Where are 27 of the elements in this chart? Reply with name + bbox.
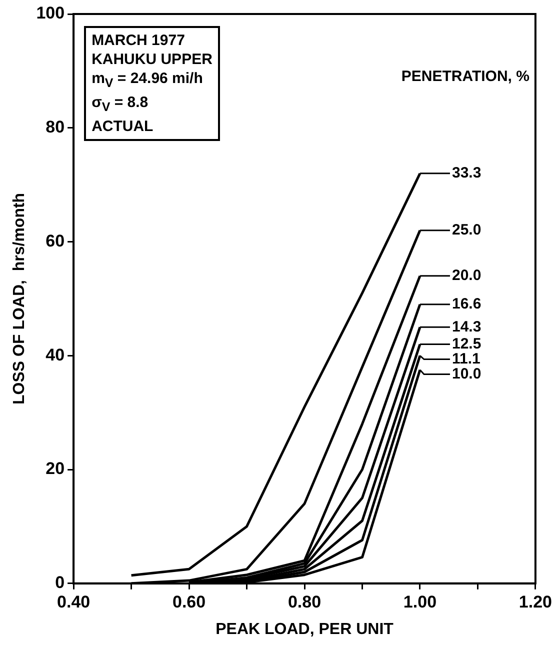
annotation: MARCH 1977 — [92, 31, 186, 50]
legend-label: 16.6 — [452, 296, 482, 313]
x-tick-label: 1.00 — [403, 592, 437, 612]
legend-label: 33.3 — [452, 164, 482, 182]
legend-label: 11.1 — [452, 350, 480, 368]
annotation: σ$_{V}$ = 8.8 — [92, 93, 150, 116]
y-tick-label: 80 — [46, 118, 65, 137]
x-tick-label: 0.60 — [172, 592, 206, 612]
legend-label: 10.0 — [452, 365, 482, 382]
y-tick-label: 0 — [55, 573, 65, 592]
y-axis-title: LOSS OF LOAD, hrs/month — [11, 192, 28, 404]
legend-label: 20.0 — [452, 267, 482, 284]
legend-title: PENETRATION, % — [401, 68, 530, 85]
x-axis-title: PEAK LOAD, PER UNIT — [216, 620, 394, 638]
annotation: ACTUAL — [92, 117, 154, 136]
x-tick-label: 1.20 — [518, 592, 552, 612]
legend-label: 12.5 — [452, 335, 482, 352]
annotation: m$_{V}$ = 24.96 mi/h — [92, 69, 204, 92]
legend-label: 14.3 — [452, 318, 482, 336]
y-tick-label: 20 — [46, 459, 65, 478]
annotation: KAHUKU UPPER — [92, 50, 212, 69]
x-tick-label: 0.80 — [288, 592, 322, 612]
x-tick-label: 0.40 — [57, 592, 90, 612]
y-tick-label: 60 — [46, 231, 65, 250]
y-tick-label: 100 — [36, 4, 65, 23]
y-tick-label: 40 — [46, 345, 65, 364]
legend-label: 25.0 — [452, 222, 482, 239]
